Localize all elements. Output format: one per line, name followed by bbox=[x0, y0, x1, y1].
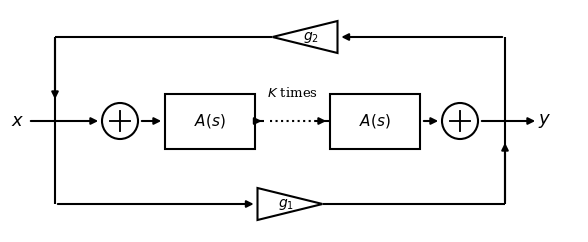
Text: $x$: $x$ bbox=[11, 112, 25, 130]
Bar bbox=[165, 93, 255, 149]
Text: $y$: $y$ bbox=[539, 112, 552, 130]
Text: $A(s)$: $A(s)$ bbox=[194, 112, 226, 130]
Bar bbox=[330, 93, 420, 149]
Polygon shape bbox=[258, 188, 322, 220]
Text: $g_1$: $g_1$ bbox=[278, 197, 294, 212]
Text: $g_2$: $g_2$ bbox=[303, 30, 319, 45]
Polygon shape bbox=[272, 21, 338, 53]
Circle shape bbox=[102, 103, 138, 139]
Text: $A(s)$: $A(s)$ bbox=[359, 112, 391, 130]
Circle shape bbox=[442, 103, 478, 139]
Text: $K$ times: $K$ times bbox=[267, 86, 318, 100]
